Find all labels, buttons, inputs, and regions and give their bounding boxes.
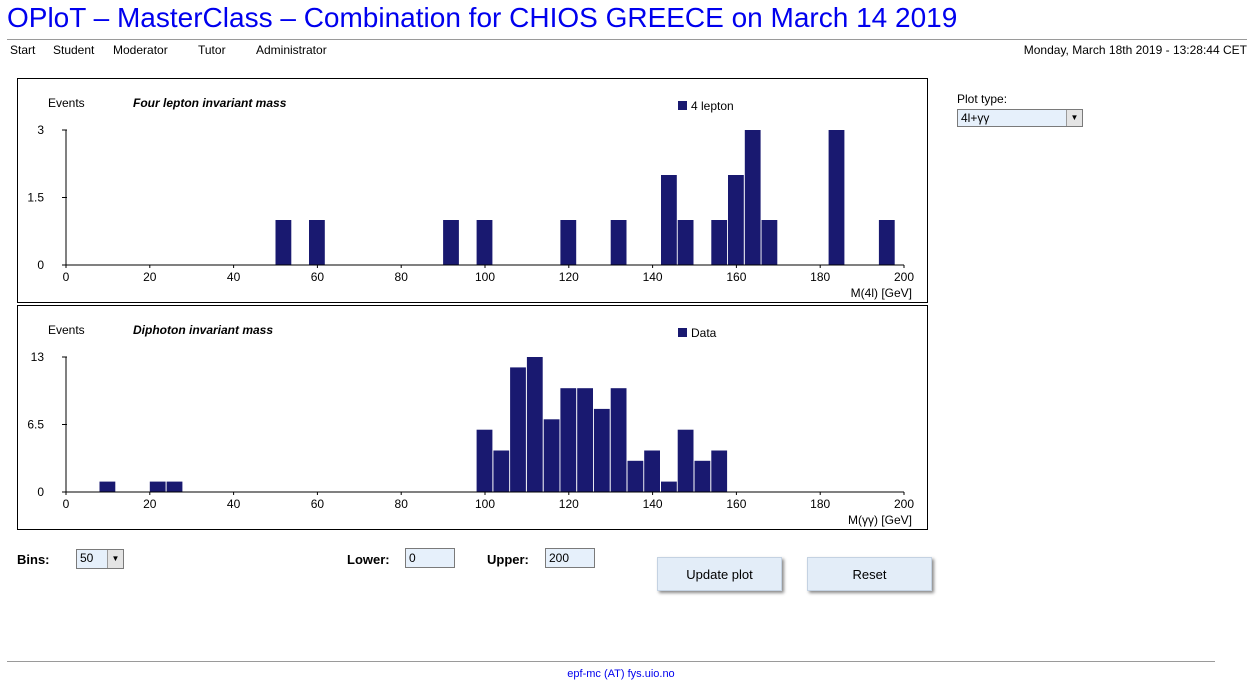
- lower-input[interactable]: 0: [405, 548, 455, 568]
- plot-type-value: 4l+γγ: [961, 111, 990, 125]
- chart-title: Four lepton invariant mass: [133, 96, 287, 110]
- page-title: OPloT – MasterClass – Combination for CH…: [7, 2, 958, 33]
- upper-label: Upper:: [487, 552, 529, 567]
- histogram-bar: [560, 388, 577, 492]
- histogram-bar: [677, 429, 694, 492]
- chevron-down-icon: ▼: [1066, 110, 1082, 126]
- histogram-bar: [443, 220, 459, 265]
- y-tick-label: 6.5: [27, 418, 44, 432]
- histogram-bar: [711, 450, 728, 492]
- x-axis-label: M(4l) [GeV]: [851, 286, 912, 300]
- histogram-bar: [711, 220, 728, 265]
- histogram-bar: [476, 429, 493, 492]
- histogram-bar: [526, 357, 543, 492]
- histogram-bar: [677, 220, 694, 265]
- x-tick-label: 40: [227, 497, 241, 511]
- x-tick-label: 140: [643, 497, 663, 511]
- histogram-bar: [476, 220, 493, 265]
- x-tick-label: 60: [311, 270, 325, 284]
- histogram-bar: [166, 481, 183, 492]
- reset-button[interactable]: Reset: [807, 557, 932, 591]
- chevron-down-icon: ▼: [107, 550, 123, 568]
- lower-label: Lower:: [347, 552, 390, 567]
- legend-swatch: [678, 328, 687, 337]
- nav-moderator[interactable]: Moderator: [113, 43, 168, 57]
- histogram-bar: [577, 388, 593, 492]
- x-tick-label: 60: [311, 497, 325, 511]
- histogram-bar: [878, 220, 895, 265]
- y-tick-label: 13: [31, 350, 45, 364]
- x-axis-label: M(γγ) [GeV]: [848, 513, 912, 527]
- histogram-bar: [543, 419, 560, 492]
- upper-input[interactable]: 200: [545, 548, 595, 568]
- histogram-bar: [694, 460, 711, 492]
- y-tick-label: 1.5: [27, 191, 44, 205]
- bins-select[interactable]: 50 ▼: [76, 549, 124, 569]
- x-tick-label: 100: [475, 270, 495, 284]
- x-tick-label: 140: [643, 270, 663, 284]
- histogram-bar: [828, 130, 845, 265]
- bins-label: Bins:: [17, 552, 50, 567]
- histogram-bar: [728, 175, 744, 265]
- x-tick-label: 200: [894, 270, 914, 284]
- x-tick-label: 160: [726, 270, 746, 284]
- histogram-bar: [744, 130, 761, 265]
- footer-divider: [7, 661, 1215, 662]
- x-tick-label: 0: [63, 270, 70, 284]
- plot-type-label: Plot type:: [957, 92, 1008, 106]
- x-tick-label: 120: [559, 497, 579, 511]
- legend-label: 4 lepton: [691, 99, 734, 113]
- histogram-bar: [644, 450, 660, 492]
- x-tick-label: 40: [227, 270, 241, 284]
- x-tick-label: 20: [143, 270, 157, 284]
- four-lepton-chart: Events Four lepton invariant mass M(4l) [G…: [27, 96, 914, 300]
- diphoton-chart: Events Diphoton invariant mass M(γγ) [GeV]…: [27, 323, 914, 527]
- histogram-bar: [275, 220, 292, 265]
- bins-value: 50: [80, 551, 94, 565]
- diphoton-chart-panel: Events Diphoton invariant mass M(γγ) [GeV]…: [17, 305, 928, 530]
- y-tick-label: 3: [37, 123, 44, 137]
- x-tick-label: 200: [894, 497, 914, 511]
- title-divider: [7, 39, 1247, 40]
- histogram-bar: [309, 220, 325, 265]
- x-tick-label: 80: [395, 497, 409, 511]
- histogram-bar: [593, 408, 610, 492]
- x-tick-label: 20: [143, 497, 157, 511]
- y-axis-label: Events: [48, 96, 85, 110]
- histogram-bar: [610, 220, 627, 265]
- histogram-bar: [661, 481, 677, 492]
- nav-student[interactable]: Student: [53, 43, 95, 57]
- nav-administrator[interactable]: Administrator: [256, 43, 327, 57]
- y-tick-label: 0: [37, 485, 44, 499]
- datetime: Monday, March 18th 2019 - 13:28:44 CET: [1023, 43, 1247, 57]
- plot-type-select[interactable]: 4l+γγ ▼: [957, 109, 1083, 127]
- x-tick-label: 120: [559, 270, 579, 284]
- update-plot-button[interactable]: Update plot: [657, 557, 782, 591]
- chart-title: Diphoton invariant mass: [133, 323, 273, 337]
- y-axis-label: Events: [48, 323, 85, 337]
- histogram-bar: [493, 450, 510, 492]
- y-tick-label: 0: [37, 258, 44, 272]
- x-tick-label: 160: [726, 497, 746, 511]
- x-tick-label: 100: [475, 497, 495, 511]
- histogram-bar: [560, 220, 577, 265]
- x-tick-label: 180: [810, 270, 830, 284]
- x-tick-label: 0: [63, 497, 70, 511]
- histogram-bar: [627, 460, 644, 492]
- legend-label: Data: [691, 326, 717, 340]
- nav-tutor[interactable]: Tutor: [198, 43, 226, 57]
- histogram-bar: [761, 220, 778, 265]
- nav-start[interactable]: Start: [10, 43, 36, 57]
- x-tick-label: 80: [395, 270, 409, 284]
- histogram-bar: [510, 367, 526, 492]
- four-lepton-chart-panel: Events Four lepton invariant mass M(4l) [G…: [17, 78, 928, 303]
- histogram-bar: [661, 175, 677, 265]
- histogram-bar: [99, 481, 116, 492]
- x-tick-label: 180: [810, 497, 830, 511]
- histogram-bar: [149, 481, 166, 492]
- histogram-bar: [610, 388, 627, 492]
- legend-swatch: [678, 101, 687, 110]
- footer-email[interactable]: epf-mc (AT) fys.uio.no: [567, 668, 675, 680]
